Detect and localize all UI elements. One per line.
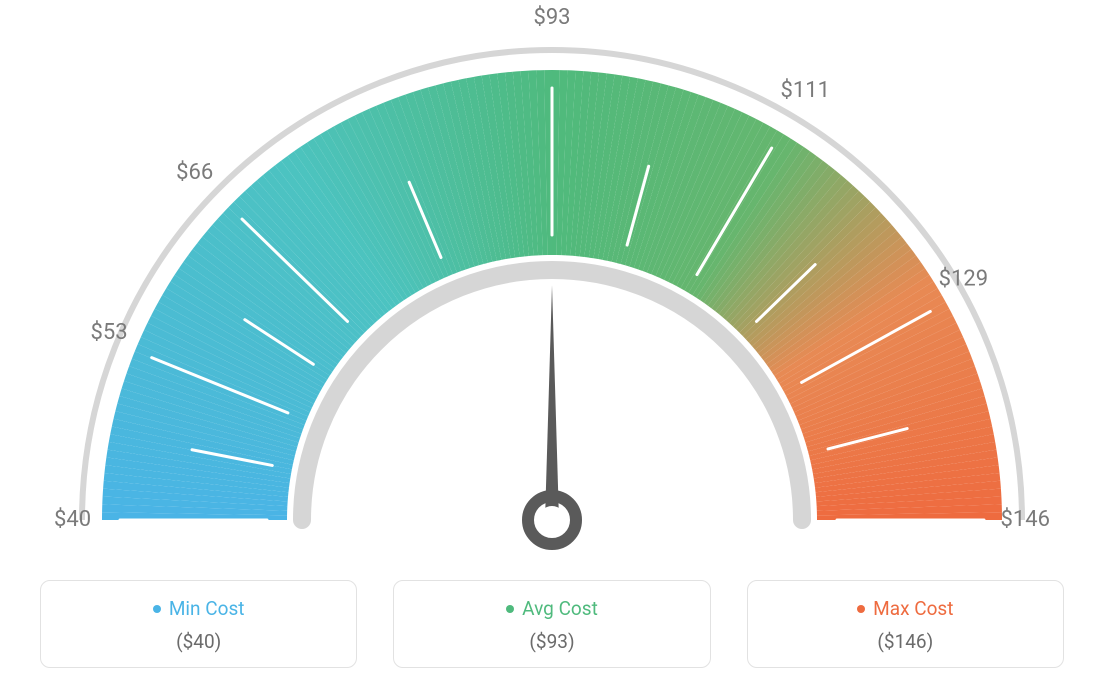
legend-dot-icon: [153, 605, 161, 613]
legend-label: Max Cost: [873, 597, 953, 620]
gauge-needle: [545, 285, 559, 520]
legend-row: Min Cost ($40) Avg Cost ($93) Max Cost ($146): [0, 580, 1104, 668]
legend-title: Max Cost: [857, 597, 953, 620]
needle-hub-inner: [538, 506, 566, 534]
cost-gauge: $40 $53 $66 $93 $111 $129 $146: [0, 0, 1104, 560]
tick-label: $66: [176, 160, 213, 185]
legend-card: Max Cost ($146): [747, 580, 1064, 668]
legend-value: ($93): [394, 630, 709, 653]
tick-label: $93: [533, 5, 570, 30]
legend-dot-icon: [857, 605, 865, 613]
legend-title: Avg Cost: [506, 597, 598, 620]
tick-label: $129: [939, 267, 988, 292]
legend-card: Avg Cost ($93): [393, 580, 710, 668]
legend-title: Min Cost: [153, 597, 245, 620]
tick-label: $111: [781, 78, 830, 103]
legend-dot-icon: [506, 605, 514, 613]
legend-label: Avg Cost: [522, 597, 598, 620]
tick-label: $53: [91, 320, 128, 345]
tick-label: $40: [54, 507, 91, 532]
legend-value: ($146): [748, 630, 1063, 653]
tick-label: $146: [1001, 507, 1050, 532]
gauge-svg: $40 $53 $66 $93 $111 $129 $146: [0, 0, 1104, 560]
legend-value: ($40): [41, 630, 356, 653]
legend-card: Min Cost ($40): [40, 580, 357, 668]
legend-label: Min Cost: [169, 597, 245, 620]
